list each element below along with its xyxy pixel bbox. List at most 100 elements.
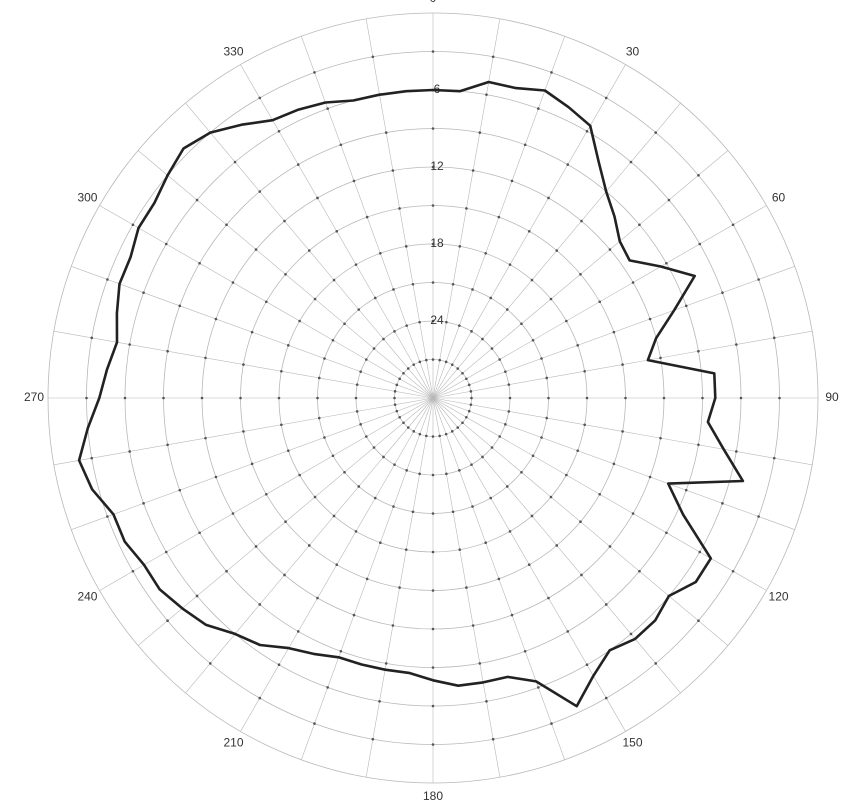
grid-dot <box>425 434 428 438</box>
grid-dot <box>418 360 422 364</box>
grid-dot <box>373 296 377 300</box>
grid-dot <box>128 343 131 346</box>
grid-dot <box>431 627 435 631</box>
grid-dot <box>393 463 396 466</box>
grid-dot <box>296 163 300 166</box>
grid-dot <box>258 190 262 193</box>
grid-dot <box>317 416 321 420</box>
grid-dot <box>510 179 514 183</box>
grid-dot <box>398 415 401 419</box>
grid-dot <box>313 297 317 301</box>
grid-dot <box>431 589 435 592</box>
grid-dot <box>549 297 553 301</box>
grid-dot <box>283 573 286 577</box>
grid-dot <box>326 686 329 689</box>
grid-dot <box>254 248 258 251</box>
grid-dot <box>391 169 395 172</box>
grid-dot <box>365 358 368 361</box>
grid-dot <box>242 363 245 366</box>
grid-dot <box>579 520 582 524</box>
grid-dot <box>406 367 410 370</box>
grid-dot <box>537 686 540 689</box>
grid-dot <box>604 696 608 700</box>
angle-tick-label: 0 <box>430 0 437 5</box>
grid-dot <box>431 473 435 477</box>
angle-tick-label: 300 <box>77 191 97 205</box>
grid-dot <box>721 291 724 294</box>
angle-tick-label: 90 <box>825 390 839 404</box>
grid-dot <box>298 473 301 477</box>
grid-dot <box>520 322 523 326</box>
grid-dot <box>392 288 395 291</box>
grid-dot <box>283 219 286 223</box>
grid-dot <box>123 396 127 400</box>
grid-dot <box>352 613 356 617</box>
grid-dot <box>530 278 534 282</box>
grid-dot <box>504 370 507 373</box>
grid-dot <box>371 737 375 741</box>
grid-dot <box>418 432 422 436</box>
grid-dot <box>354 530 358 533</box>
grid-dot <box>411 510 415 514</box>
grid-dot <box>131 569 135 573</box>
grid-dot <box>379 251 382 255</box>
grid-dot <box>431 319 435 323</box>
grid-dot <box>701 396 704 400</box>
grid-dot <box>85 396 88 400</box>
grid-dot <box>638 223 641 227</box>
grid-dot <box>398 377 401 381</box>
grid-dot <box>365 215 369 219</box>
grid-dot <box>604 603 608 606</box>
grid-dot <box>684 488 688 492</box>
radial-tick-label: 18 <box>430 236 444 250</box>
grid-dot <box>382 337 385 341</box>
grid-dot <box>258 96 262 100</box>
grid-dot <box>489 496 493 500</box>
angle-tick-label: 270 <box>24 390 44 404</box>
grid-dot <box>527 563 531 567</box>
grid-dot <box>384 662 388 665</box>
grid-dot <box>458 548 462 551</box>
grid-dot <box>418 472 421 476</box>
grid-dot <box>431 550 435 554</box>
grid-dot <box>698 550 702 554</box>
grid-dot <box>444 360 448 364</box>
grid-dot <box>585 396 589 400</box>
grid-dot <box>580 219 583 223</box>
grid-dot <box>450 363 454 366</box>
grid-dot <box>204 356 207 360</box>
grid-dot <box>332 514 336 518</box>
grid-dot <box>313 722 316 725</box>
grid-dot <box>307 249 311 252</box>
grid-dot <box>507 383 511 386</box>
grid-dot <box>467 383 471 387</box>
grid-dot <box>316 396 319 400</box>
grid-dot <box>431 242 435 246</box>
grid-dot <box>604 96 608 100</box>
grid-dot <box>565 319 568 323</box>
grid-dot <box>470 330 473 333</box>
grid-dot <box>654 662 658 665</box>
grid-dot <box>231 281 235 284</box>
grid-dot <box>456 426 460 429</box>
grid-dot <box>520 470 523 474</box>
grid-dot <box>411 282 415 286</box>
grid-dot <box>450 430 454 433</box>
angle-tick-label: 210 <box>223 736 243 750</box>
grid-dot <box>431 666 435 669</box>
grid-dot <box>491 737 495 741</box>
grid-dot <box>444 432 448 436</box>
grid-dot <box>395 409 399 413</box>
grid-dot <box>465 415 468 419</box>
grid-dot <box>331 338 335 342</box>
grid-dot <box>648 317 652 321</box>
grid-dot <box>335 229 339 233</box>
grid-dot <box>214 317 218 321</box>
grid-dot <box>231 512 235 515</box>
grid-dot <box>490 446 494 449</box>
grid-dot <box>317 376 321 380</box>
grid-dot <box>549 495 553 499</box>
angle-tick-label: 30 <box>626 45 640 59</box>
grid-dot <box>461 371 464 375</box>
grid-dot <box>523 143 527 147</box>
